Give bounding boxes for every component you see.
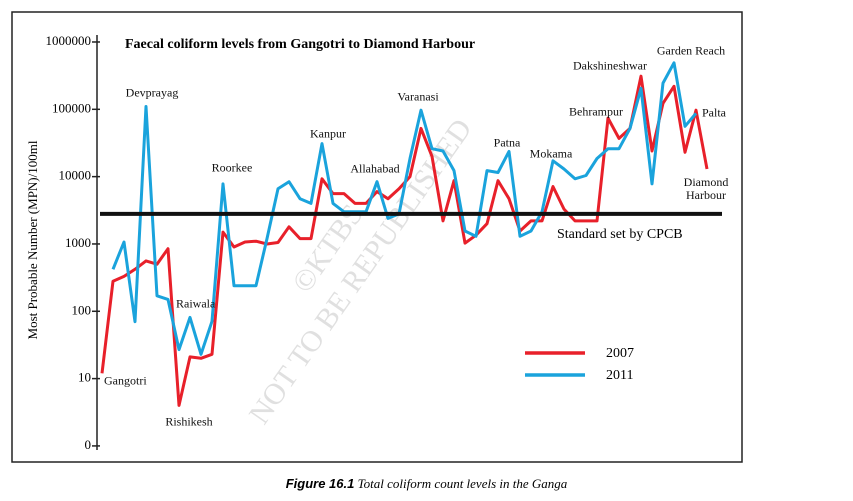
caption-text: Total coliform count levels in the Ganga (357, 476, 568, 491)
y-tick-label: 100 (72, 302, 92, 317)
point-label: Behrampur (569, 104, 623, 119)
caption: Figure 16.1 Total coliform count levels … (0, 476, 853, 492)
point-label: Gangotri (104, 373, 147, 388)
y-tick-label: 10000 (59, 168, 92, 183)
point-label: Rishikesh (165, 414, 213, 429)
legend-label: 2011 (606, 368, 633, 383)
point-label: Kanpur (310, 126, 346, 141)
caption-label: Figure 16.1 (285, 476, 355, 491)
chart-title: Faecal coliform levels from Gangotri to … (125, 37, 475, 52)
y-axis-label: Most Probable Number (MPN)/100ml (25, 140, 40, 339)
y-tick-label: 1000 (65, 235, 91, 250)
y-tick-label: 1000000 (46, 33, 92, 48)
legend-label: 2007 (606, 346, 634, 361)
point-label: Roorkee (211, 160, 253, 175)
point-label: Garden Reach (656, 43, 726, 58)
watermark-text: NOT TO BE REPUBLISHED (243, 113, 479, 430)
series-line (111, 61, 698, 356)
frame (11, 11, 743, 463)
point-label: Patna (493, 135, 521, 150)
y-tick-label: 0 (85, 437, 92, 452)
point-label: Allahabad (350, 161, 400, 176)
point-label: Varanasi (397, 89, 439, 104)
point-label: Raiwala (176, 296, 216, 311)
y-tick-label: 10 (78, 370, 91, 385)
point-label: Diamond Harbour (683, 175, 729, 202)
point-label: Devprayag (125, 85, 179, 100)
point-label: Dakshineshwar (573, 58, 647, 73)
plot-area (100, 61, 709, 407)
point-label: Palta (702, 105, 726, 120)
point-label: Mokama (529, 146, 573, 161)
y-tick-label: 100000 (52, 100, 91, 115)
standard-label: Standard set by CPCB (557, 227, 683, 242)
